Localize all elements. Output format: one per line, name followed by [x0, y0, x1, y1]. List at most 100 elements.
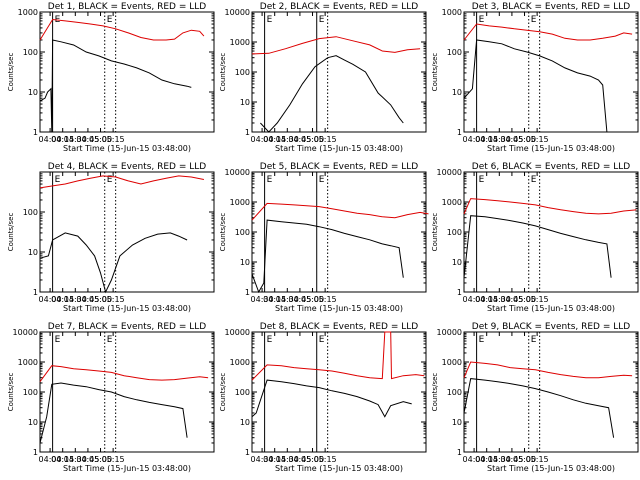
x-tick-label: 05:00 — [513, 455, 536, 464]
x-tick-label: 04:30 — [64, 135, 87, 144]
y-tick-label: 1000 — [18, 8, 38, 17]
x-tick-label: 04:45 — [76, 295, 99, 304]
x-tick-label: 04:00 — [251, 135, 274, 144]
marker-label: E — [531, 175, 537, 185]
x-axis-label: Start Time (15-Jun-15 03:48:00) — [487, 464, 615, 473]
x-tick-label: 04:00 — [39, 295, 62, 304]
panel-title: Det 3, BLACK = Events, RED = LLD — [472, 2, 631, 12]
panel-det-6: Det 6, BLACK = Events, RED = LLD 1 10 100 10… — [431, 162, 639, 313]
lld-series-line — [251, 36, 421, 55]
panel-title: Det 6, BLACK = Events, RED = LLD — [472, 162, 631, 172]
y-tick-label: 1000 — [230, 38, 250, 47]
x-tick-label: 05:15 — [314, 295, 337, 304]
events-series-line — [39, 39, 192, 133]
x-tick-label: 04:00 — [463, 295, 486, 304]
y-axis-label: Counts/sec — [7, 373, 15, 412]
x-tick-label: 05:00 — [89, 135, 112, 144]
y-tick-label: 100 — [447, 48, 462, 57]
x-tick-label: 05:15 — [102, 295, 125, 304]
y-tick-label: 10000 — [13, 328, 38, 337]
x-tick-label: 04:15 — [51, 295, 74, 304]
marker-label: E — [479, 335, 485, 345]
x-tick-label: 05:15 — [102, 135, 125, 144]
x-tick-label: 05:00 — [513, 295, 536, 304]
y-tick-label: 10000 — [437, 168, 462, 177]
y-tick-label: 10000 — [437, 328, 462, 337]
marker-label: E — [107, 175, 113, 185]
plot-frame — [463, 171, 639, 293]
y-tick-label: 1000 — [442, 358, 462, 367]
x-tick-label: 04:00 — [39, 135, 62, 144]
x-axis-label: Start Time (15-Jun-15 03:48:00) — [275, 144, 403, 153]
y-tick-label: 100 — [447, 388, 462, 397]
x-tick-label: 04:30 — [251, 455, 274, 464]
panel-det-8: Det 8, BLACK = Events, RED = LLD 1 10 100 10… — [219, 322, 427, 473]
marker-label: E — [479, 15, 485, 25]
x-tick-label: 04:00 — [463, 455, 486, 464]
x-tick-label: 05:15 — [314, 455, 337, 464]
x-tick-label: 04:15 — [263, 455, 286, 464]
events-series-line — [39, 382, 188, 444]
x-tick-label: 05:00 — [513, 135, 536, 144]
y-tick-label: 100 — [235, 228, 250, 237]
y-tick-label: 10000 — [225, 8, 250, 17]
plot-frame — [39, 11, 215, 133]
x-axis-label: Start Time (15-Jun-15 03:48:00) — [275, 464, 403, 473]
plot-frame — [39, 171, 215, 293]
lld-series-line — [39, 365, 209, 382]
y-tick-label: 1 — [33, 128, 38, 137]
x-axis-label: Start Time (15-Jun-15 03:48:00) — [63, 304, 191, 313]
y-tick-label: 1 — [33, 288, 38, 297]
y-tick-label: 100 — [23, 208, 38, 217]
y-tick-label: 1 — [245, 448, 250, 457]
x-tick-label: 04:45 — [288, 455, 311, 464]
y-tick-label: 1 — [245, 128, 250, 137]
x-tick-label: 05:15 — [526, 135, 549, 144]
x-tick-label: 04:30 — [488, 135, 511, 144]
x-axis-label: Start Time (15-Jun-15 03:48:00) — [63, 464, 191, 473]
x-tick-label: 04:45 — [500, 135, 523, 144]
y-tick-label: 1 — [457, 128, 462, 137]
lld-series-line — [251, 202, 429, 221]
x-tick-label: 04:15 — [263, 295, 286, 304]
plot-frame — [39, 331, 215, 453]
lld-series-line — [463, 198, 637, 215]
y-tick-label: 1 — [33, 448, 38, 457]
x-tick-label: 04:30 — [488, 295, 511, 304]
events-series-line — [463, 39, 608, 133]
x-tick-label: 04:30 — [276, 295, 299, 304]
x-tick-label: 04:30 — [64, 295, 87, 304]
y-tick-label: 1000 — [442, 198, 462, 207]
y-tick-label: 10 — [240, 98, 250, 107]
lld-series-line — [251, 331, 425, 381]
events-series-line — [251, 379, 412, 418]
y-tick-label: 10000 — [225, 328, 250, 337]
lld-series-line — [39, 175, 204, 189]
y-axis-label: Counts/sec — [219, 213, 227, 252]
marker-label: E — [55, 175, 61, 185]
x-tick-label: 05:00 — [301, 455, 324, 464]
panel-title: Det 2, BLACK = Events, RED = LLD — [260, 2, 419, 12]
marker-label: E — [55, 335, 61, 345]
panel-det-9: Det 9, BLACK = Events, RED = LLD 1 10 100 10… — [431, 322, 639, 473]
x-tick-label: 04:45 — [500, 295, 523, 304]
x-axis-label: Start Time (15-Jun-15 03:48:00) — [487, 144, 615, 153]
events-series-line — [260, 55, 404, 133]
lld-series-line — [463, 361, 633, 379]
x-axis-label: Start Time (15-Jun-15 03:48:00) — [275, 304, 403, 313]
y-tick-label: 100 — [23, 48, 38, 57]
x-tick-label: 04:45 — [288, 295, 311, 304]
panel-det-2: Det 2, BLACK = Events, RED = LLD 1 10 100 10… — [219, 2, 427, 153]
panel-det-7: Det 7, BLACK = Events, RED = LLD 1 10 100 10… — [7, 322, 215, 473]
y-tick-label: 10 — [28, 88, 38, 97]
y-tick-label: 1000 — [230, 358, 250, 367]
events-series-line — [463, 378, 615, 438]
y-tick-label: 10 — [452, 88, 462, 97]
x-tick-label: 05:00 — [301, 295, 324, 304]
panel-title: Det 5, BLACK = Events, RED = LLD — [260, 162, 419, 172]
x-tick-label: 04:15 — [51, 455, 74, 464]
y-tick-label: 10 — [240, 258, 250, 267]
y-axis-label: Counts/sec — [431, 373, 439, 412]
y-tick-label: 10 — [452, 258, 462, 267]
